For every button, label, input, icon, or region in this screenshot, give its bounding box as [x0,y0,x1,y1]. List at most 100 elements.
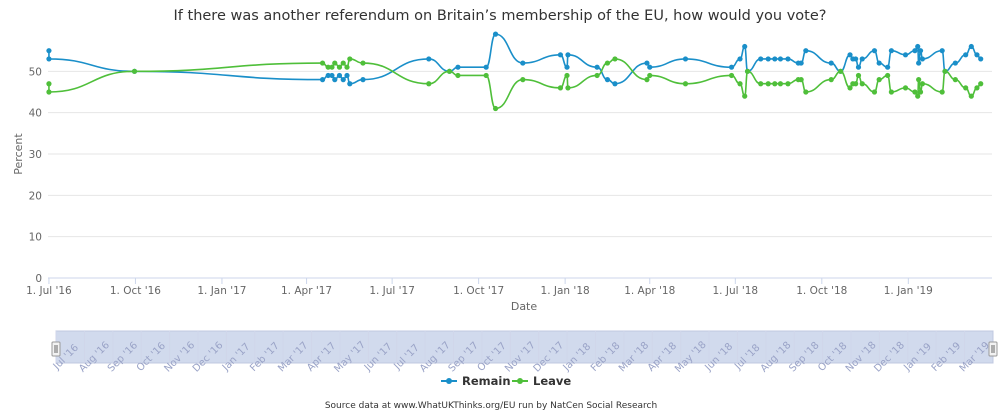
navigator-handle-left[interactable] [51,341,61,357]
y-axis-title: Percent [12,133,25,175]
legend-item-remain[interactable]: Remain [441,374,511,388]
remain-point [737,56,743,62]
x-tick-label: 1. Jan '18 [541,285,590,297]
leave-point [329,64,335,70]
leave-point [325,64,331,70]
y-tick-label: 50 [29,66,42,78]
leave-point [838,68,844,74]
leave-point [644,77,650,83]
leave-point [853,81,859,87]
remain-point [332,77,338,83]
remain-point [647,64,653,70]
leave-point [917,89,924,95]
remain-point [565,52,571,58]
leave-point [902,85,909,91]
x-tick-label: 1. Jul '17 [369,285,415,297]
remain-point [902,52,909,58]
leave-point [612,56,618,62]
y-tick-label: 20 [29,190,42,202]
remain-point [347,81,353,87]
leave-point [785,81,791,87]
legend-item-leave[interactable]: Leave [512,374,571,388]
x-tick-label: 1. Oct '18 [796,285,847,297]
leave-line [48,58,981,110]
remain-point [919,56,926,62]
leave-point [347,56,353,62]
y-tick-label: 0 [35,273,42,285]
remain-point [828,60,834,66]
leave-point [426,81,432,87]
leave-point [859,81,865,87]
remain-point [915,43,921,50]
leave-point [916,77,922,83]
navigator-handle-right[interactable] [988,341,998,357]
leave-point [847,85,853,91]
leave-point [942,68,948,74]
leave-point [455,72,461,79]
remain-point [604,77,611,83]
x-tick-label: 1. Jan '17 [197,285,246,297]
navigator-range [55,330,994,364]
leave-point [604,60,611,66]
leave-point [777,81,784,87]
remain-point [682,56,689,62]
remain-point [612,81,618,87]
leave-point [594,72,600,79]
x-tick-label: 1. Jul '18 [713,285,759,297]
leave-point [974,85,980,91]
leave-point [564,72,570,79]
remain-point [520,60,526,66]
remain-point [885,64,891,70]
y-tick-label: 40 [29,108,42,120]
leave-point [915,93,921,99]
leave-point [744,68,751,74]
remain-point [557,52,564,58]
plot-area [46,31,984,112]
leave-point [939,89,945,95]
leave-point [340,60,346,66]
leave-point [912,89,918,95]
x-tick-label: 1. Oct '17 [453,285,504,297]
legend[interactable]: Remain Leave [441,374,571,388]
leave-point [682,81,689,87]
remain-point [952,60,958,66]
remain-point [785,56,791,62]
leave-point [758,81,764,87]
leave-point [483,72,489,79]
leave-point [520,77,526,83]
leave-point [828,77,834,83]
remain-point [46,48,52,54]
remain-point [912,48,918,54]
remain-point [46,56,52,62]
y-axis: 0 10 20 30 40 50 [29,66,42,285]
remain-point [360,77,366,83]
chart-title: If there was another referendum on Brita… [174,8,827,24]
leave-point [319,60,326,66]
remain-point [939,48,945,54]
leave-point [332,60,338,66]
remain-point [758,56,764,62]
leave-point [46,89,52,95]
leave-point [492,105,499,112]
leave-point [131,68,138,74]
credits[interactable]: Source data at www.WhatUKThinks.org/EU r… [325,401,657,411]
remain-point [319,77,326,83]
remain-point [644,60,650,66]
x-axis: 1. Jul '16 1. Oct '16 1. Jan '17 1. Apr '17… [26,277,992,297]
leave-point [888,89,894,95]
remain-point [871,48,878,54]
series-leave [46,56,984,112]
leave-point [876,77,882,83]
leave-legend-marker [517,378,523,384]
remain-point [777,56,784,62]
x-tick-label: 1. Jan '19 [884,285,933,297]
leave-point [336,64,343,70]
leave-point [803,89,809,95]
remain-point [859,56,865,62]
remain-point [492,31,499,37]
remain-point [888,48,894,54]
remain-point [876,60,882,66]
leave-point [360,60,366,66]
